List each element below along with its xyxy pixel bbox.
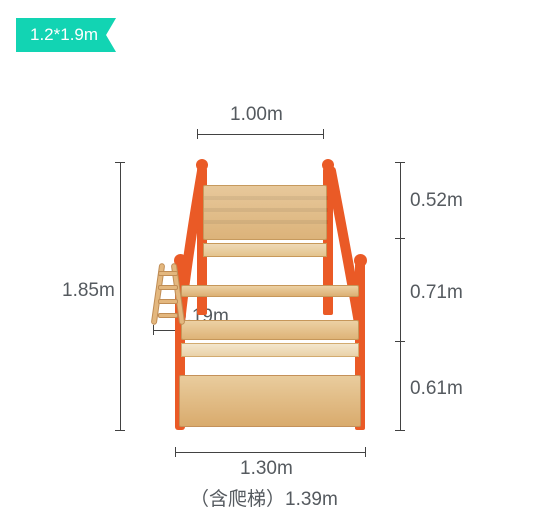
dim-right-tick-2 bbox=[395, 341, 405, 342]
lower-mattress-rail bbox=[181, 343, 359, 357]
size-tag: 1.2*1.9m bbox=[16, 18, 116, 52]
dim-top-tick-l bbox=[197, 129, 198, 139]
dim-bottom-tick-l bbox=[175, 447, 176, 457]
upper-mattress-rail bbox=[203, 243, 327, 257]
base-panel bbox=[179, 375, 361, 427]
dim-right-upper-label: 0.52m bbox=[410, 190, 463, 212]
dim-right-mid-label: 0.71m bbox=[410, 282, 463, 304]
dim-top-line bbox=[197, 134, 323, 135]
dim-right-tick-0 bbox=[395, 162, 405, 163]
dim-ladder-tick-l bbox=[153, 325, 154, 335]
ladder bbox=[155, 263, 185, 323]
dim-bottom-ladder-label: （含爬梯）1.39m bbox=[190, 484, 338, 511]
bunk-bed-illustration bbox=[175, 165, 375, 430]
dim-top-label: 1.00m bbox=[230, 104, 283, 126]
dim-left-label: 1.85m bbox=[62, 280, 115, 302]
dim-bottom-label: 1.30m bbox=[240, 458, 293, 480]
dim-top-tick-r bbox=[323, 129, 324, 139]
size-tag-label: 1.2*1.9m bbox=[30, 25, 98, 44]
bed-dimension-diagram: 1.00m 1.85m 0.19m 0.52m 0.71m 0.61m 1.30… bbox=[80, 100, 470, 510]
dim-right-tick-1 bbox=[395, 238, 405, 239]
dim-right-lower-label: 0.61m bbox=[410, 378, 463, 400]
lower-guard-rail bbox=[181, 320, 359, 340]
dim-right-line bbox=[400, 162, 401, 430]
dim-left-tick-b bbox=[115, 430, 125, 431]
dim-right-tick-3 bbox=[395, 430, 405, 431]
dim-left-tick-t bbox=[115, 162, 125, 163]
mid-bar bbox=[181, 285, 359, 297]
dim-left-line bbox=[120, 162, 121, 430]
dim-ladder-line bbox=[153, 330, 175, 331]
dim-bottom-line bbox=[175, 452, 365, 453]
dim-bottom-tick-r bbox=[365, 447, 366, 457]
upper-guard-rail bbox=[203, 185, 327, 240]
